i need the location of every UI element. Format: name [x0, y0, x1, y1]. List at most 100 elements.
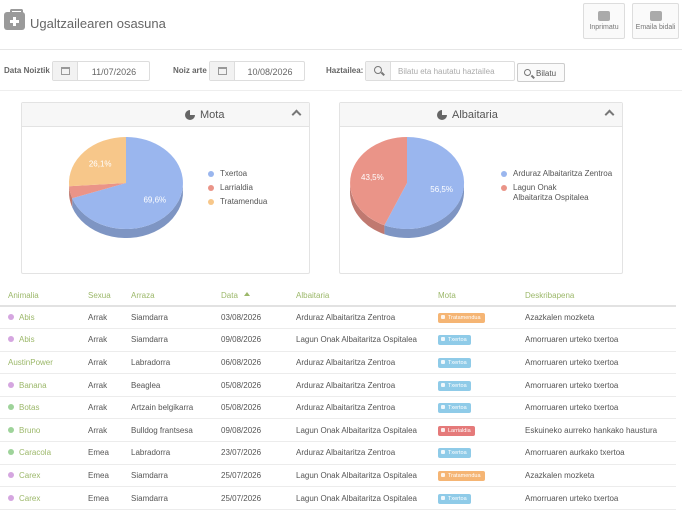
- legend-item: Arduraz Albaitaritza Zentroa: [501, 169, 616, 179]
- animal-name[interactable]: Abis: [19, 313, 35, 323]
- type-cell: Txertoa: [430, 351, 517, 375]
- animal-cell[interactable]: Abis: [0, 306, 80, 330]
- column-header-vet[interactable]: Albaitaria: [288, 286, 430, 307]
- date-to-value: 10/08/2026: [247, 67, 293, 77]
- envelope-icon: [649, 11, 662, 21]
- breed-cell: Labradorra: [123, 351, 213, 375]
- panel-title: Mota: [200, 109, 225, 121]
- table-row[interactable]: Carex Emea Siamdarra 25/07/2026 Lagun Onak A…: [0, 464, 676, 488]
- animal-cell[interactable]: Bruno: [0, 418, 80, 443]
- type-badge-icon: [441, 427, 445, 432]
- animal-name[interactable]: Bruno: [19, 425, 41, 435]
- animal-cell[interactable]: Caracola: [0, 441, 80, 465]
- print-button-label: Inprimatu: [589, 24, 619, 31]
- pie-data-label: 56,5%: [430, 185, 453, 194]
- medical-kit-icon: [4, 9, 25, 30]
- panel-header: Mota: [22, 103, 309, 127]
- date-to-input[interactable]: 10/08/2026: [209, 61, 305, 81]
- animal-name[interactable]: Caracola: [19, 448, 52, 458]
- animal-name[interactable]: AustinPower: [8, 357, 53, 367]
- vet-search-input[interactable]: Bilatu eta hautatu haztailea: [365, 61, 515, 81]
- legend-label: Lagun Onak: [513, 183, 557, 192]
- column-header-description[interactable]: Deskribapena: [517, 286, 676, 307]
- table-row[interactable]: Banana Arrak Beaglea 05/08/2026 Arduraz Alba…: [0, 373, 676, 397]
- pie-chart-icon: [437, 110, 447, 120]
- sex-cell: Arrak: [80, 396, 123, 420]
- column-header-breed[interactable]: Arraza: [123, 286, 213, 307]
- vet-cell: Arduraz Albaitaritza Zentroa: [288, 373, 430, 397]
- sort-ascending-icon: [243, 292, 250, 296]
- animal-cell[interactable]: Botas: [0, 396, 80, 420]
- animal-cell[interactable]: AustinPower: [0, 351, 80, 375]
- legend-label: Larrialdia: [220, 183, 253, 192]
- chevron-up-icon[interactable]: [291, 109, 302, 120]
- animal-name[interactable]: Carex: [19, 470, 41, 480]
- vet-chart-panel: Albaitaria 56,5% 43,5% Arduraz Albaitarit…: [339, 102, 623, 274]
- type-cell: Larrialdia: [430, 418, 517, 443]
- breed-cell: Siamdarra: [123, 306, 213, 330]
- type-badge: Tratamendua: [438, 313, 485, 324]
- send-email-button[interactable]: Emaila bidali: [632, 3, 679, 39]
- pie-slice-3[interactable]: [68, 137, 126, 187]
- column-header-type[interactable]: Mota: [430, 286, 517, 307]
- type-badge-icon: [441, 450, 445, 455]
- type-badge-icon: [441, 495, 445, 500]
- animal-name[interactable]: Botas: [19, 403, 40, 413]
- legend-item: Tratamendua: [208, 197, 267, 207]
- description-cell: Azazkalen mozketa: [517, 464, 676, 488]
- print-button[interactable]: Inprimatu: [583, 3, 625, 39]
- animal-cell[interactable]: Banana: [0, 373, 80, 397]
- type-badge: Txertoa: [438, 493, 471, 504]
- table-row[interactable]: Abis Arrak Siamdarra 03/08/2026 Arduraz Alba…: [0, 306, 676, 330]
- vet-legend: Arduraz Albaitaritza Zentroa Lagun Onak A…: [501, 169, 616, 207]
- search-button[interactable]: Bilatu: [517, 63, 565, 82]
- pie-slice-1[interactable]: [72, 137, 183, 229]
- pie-slice-2[interactable]: [69, 183, 126, 199]
- status-dot: [8, 494, 14, 501]
- animal-name[interactable]: Carex: [19, 493, 41, 503]
- divider: [0, 90, 682, 91]
- table-row[interactable]: Carex Emea Siamdarra 25/07/2026 Lagun Onak A…: [0, 486, 676, 510]
- description-cell: Amorruaren aurkako txertoa: [517, 441, 676, 465]
- vet-cell: Lagun Onak Albaitaritza Ospitalea: [288, 418, 430, 443]
- description-cell: Amorruaren urteko txertoa: [517, 328, 676, 352]
- date-cell: 05/08/2026: [213, 373, 288, 397]
- pie-slice-side: [384, 184, 464, 238]
- date-cell: 25/07/2026: [213, 486, 288, 510]
- table-row[interactable]: Botas Arrak Artzain belgikarra 05/08/2026 Ar…: [0, 396, 676, 420]
- vet-pie-chart: 56,5% 43,5%: [350, 136, 465, 238]
- date-cell: 06/08/2026: [213, 351, 288, 375]
- date-cell: 25/07/2026: [213, 464, 288, 488]
- pie-data-label: 26,1%: [89, 160, 112, 169]
- date-cell: 03/08/2026: [213, 306, 288, 330]
- breed-cell: Siamdarra: [123, 486, 213, 510]
- table-header-row: Animalia Sexua Arraza Data Albaitaria Mo…: [0, 286, 676, 307]
- table-row[interactable]: Bruno Arrak Bulldog frantsesa 09/08/2026 Lag…: [0, 418, 676, 443]
- animal-name[interactable]: Banana: [19, 380, 47, 390]
- printer-icon: [598, 11, 610, 21]
- pie-slice-2[interactable]: [350, 137, 407, 226]
- status-dot: [8, 449, 14, 456]
- legend-item: Lagun Onak Albaitaritza Ospitalea: [501, 183, 616, 203]
- pie-slice-1[interactable]: [384, 136, 465, 229]
- date-cell: 09/08/2026: [213, 328, 288, 352]
- column-header-animal[interactable]: Animalia: [0, 286, 80, 307]
- app-header: Ugaltzailearen osasuna Inprimatu Emaila …: [0, 0, 682, 50]
- sex-cell: Arrak: [80, 328, 123, 352]
- pie-data-label: 43,5%: [361, 173, 384, 182]
- status-dot: [8, 404, 14, 411]
- table-row[interactable]: AustinPower Arrak Labradorra 06/08/2026 Ardu…: [0, 351, 676, 375]
- chevron-up-icon[interactable]: [604, 109, 615, 120]
- animal-name[interactable]: Abis: [19, 335, 35, 345]
- date-from-input[interactable]: 11/07/2026: [52, 61, 150, 81]
- search-button-label: Bilatu: [536, 69, 557, 78]
- sex-cell: Arrak: [80, 306, 123, 330]
- column-header-date[interactable]: Data: [213, 286, 288, 307]
- table-row[interactable]: Abis Arrak Siamdarra 09/08/2026 Lagun Onak A…: [0, 328, 676, 352]
- type-legend: Txertoa Larrialdia Tratamendua: [208, 169, 267, 211]
- animal-cell[interactable]: Carex: [0, 486, 80, 510]
- column-header-sex[interactable]: Sexua: [80, 286, 123, 307]
- animal-cell[interactable]: Abis: [0, 328, 80, 352]
- animal-cell[interactable]: Carex: [0, 464, 80, 488]
- table-row[interactable]: Caracola Emea Labradorra 23/07/2026 Arduraz …: [0, 441, 676, 465]
